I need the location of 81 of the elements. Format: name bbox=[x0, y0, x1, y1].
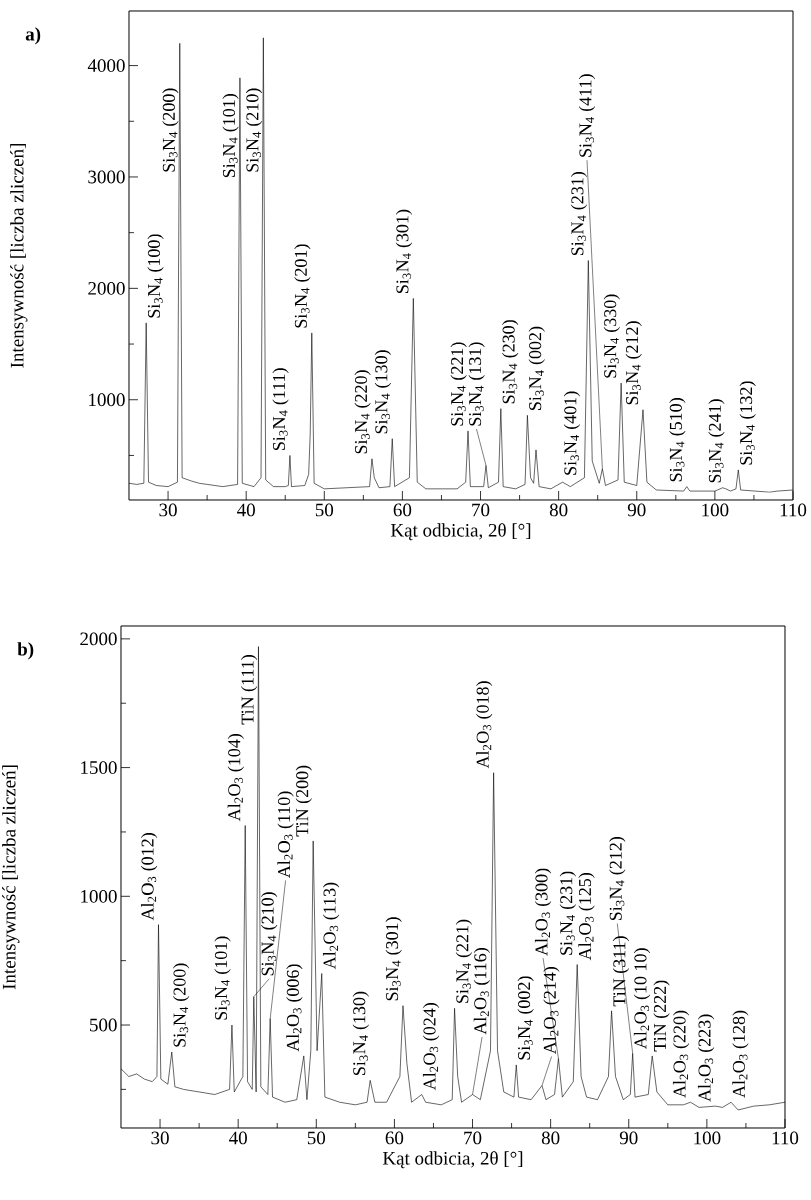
annotation: Si$_{3}$N$_{4}$ (401) bbox=[563, 391, 581, 475]
y-tick-label: 2000 bbox=[80, 632, 117, 646]
x-tick-label: 40 bbox=[229, 1131, 247, 1145]
annotation: Al$_{2}$O$_{3}$ (214) bbox=[543, 966, 560, 1055]
annotation: Si$_{3}$N$_{4}$ (231) bbox=[570, 172, 588, 256]
x-tick-label: 70 bbox=[472, 503, 490, 517]
annotation: Si$_{3}$N$_{4}$ (100) bbox=[147, 234, 164, 318]
x-tick-label: 30 bbox=[151, 1131, 169, 1145]
annotation: Al$_{2}$O$_{3}$ (125) bbox=[578, 873, 595, 961]
annotation: Al$_{2}$O$_{3}$ (128) bbox=[732, 1010, 749, 1098]
x-tick-label: 80 bbox=[549, 503, 568, 517]
y-axis-title: Intensywność [liczba zliczeń] bbox=[2, 765, 20, 990]
y-tick-label: 1000 bbox=[81, 889, 117, 903]
x-tick-label: 90 bbox=[627, 503, 646, 517]
annotation: Si$_{3}$N$_{4}$ (101) bbox=[222, 94, 239, 178]
annotation: Si$_{3}$N$_{4}$ (221) bbox=[450, 342, 467, 426]
text: b) bbox=[17, 642, 34, 660]
annotation: Si$_{3}$N$_{4}$ (132) bbox=[739, 381, 756, 465]
annotation: Al$_{2}$O$_{3}$ (012) bbox=[140, 833, 158, 921]
annotation: Si$_{3}$N$_{4}$ (210) bbox=[261, 892, 278, 976]
annotation: TiN (311) bbox=[612, 936, 630, 1007]
annotation: Si$_{3}$N$_{4}$ (130) bbox=[374, 350, 392, 434]
x-tick-label: 30 bbox=[159, 503, 177, 517]
annotation: Si$_{3}$N$_{4}$ (201) bbox=[294, 244, 311, 328]
annotation: TiN (222) bbox=[653, 980, 670, 1052]
annotation: TiN (200) bbox=[295, 765, 312, 837]
annotation: Si$_{3}$N$_{4}$ (130) bbox=[352, 991, 369, 1075]
annotation: Si$_{3}$N$_{4}$ (221) bbox=[455, 919, 473, 1003]
annotation: Al$_{2}$O$_{3}$ (104) bbox=[227, 734, 244, 822]
x-axis-title: Kąt odbicia, 2θ [°] bbox=[390, 523, 531, 541]
annotation: Si$_{3}$N$_{4}$ (330) bbox=[603, 294, 620, 378]
x-tick-label: 110 bbox=[780, 503, 807, 517]
annotation: Si$_{3}$N$_{4}$ (200) bbox=[162, 88, 179, 172]
annotation: Si$_{3}$N$_{4}$ (220) bbox=[354, 370, 371, 454]
annotation: Al$_{2}$O$_{3}$ (113) bbox=[322, 882, 340, 970]
y-tick-label: 1500 bbox=[81, 761, 117, 774]
annotation: Si$_{3}$N$_{4}$ (411) bbox=[578, 74, 596, 157]
annotation: Si$_{3}$N$_{4}$ (131) bbox=[468, 342, 485, 426]
x-tick-label: 40 bbox=[237, 503, 255, 517]
annotation: Si$_{3}$N$_{4}$ (101) bbox=[214, 936, 231, 1020]
annotation: Si$_{3}$N$_{4}$ (230) bbox=[502, 320, 519, 404]
x-tick-label: 110 bbox=[772, 1131, 799, 1145]
y-axis-title: Intensywność [liczba zliczeń] bbox=[10, 144, 28, 368]
y-tick-label: 3000 bbox=[88, 170, 125, 184]
annotation: Si$_{3}$N$_{4}$ (212) bbox=[609, 836, 626, 921]
x-tick-label: 60 bbox=[393, 503, 412, 517]
annotation: Al$_{2}$O$_{3}$ (018) bbox=[476, 681, 493, 769]
annotation: Si$_{3}$N$_{4}$ (212) bbox=[625, 321, 642, 405]
annotation: Al$_{2}$O$_{3}$ (024) bbox=[422, 1003, 440, 1091]
annotation: Al$_{2}$O$_{3}$ (300) bbox=[534, 868, 552, 956]
y-tick-label: 2000 bbox=[88, 281, 125, 295]
annotation: Al$_{2}$O$_{3}$ (223) bbox=[697, 1014, 715, 1102]
x-tick-label: 100 bbox=[694, 1131, 721, 1145]
annotation: Si$_{3}$N$_{4}$ (210) bbox=[245, 88, 263, 172]
x-tick-label: 70 bbox=[464, 1131, 482, 1145]
annotation: Si$_{3}$N$_{4}$ (241) bbox=[708, 399, 725, 483]
x-axis-title: Kąt odbicia, 2θ [°] bbox=[382, 1151, 523, 1169]
annotation: Al$_{2}$O$_{3}$ (006) bbox=[286, 964, 303, 1052]
x-tick-label: 50 bbox=[307, 1131, 326, 1145]
annotation: Si$_{3}$N$_{4}$ (200) bbox=[172, 963, 190, 1047]
x-tick-label: 60 bbox=[385, 1131, 404, 1145]
x-tick-label: 50 bbox=[315, 503, 334, 517]
annotation: Al$_{2}$O$_{3}$ (10 10) bbox=[633, 948, 651, 1049]
x-tick-label: 90 bbox=[619, 1131, 638, 1145]
annotation: Si$_{3}$N$_{4}$ (231) bbox=[559, 871, 576, 955]
annotation: Si$_{3}$N$_{4}$ (002) bbox=[517, 976, 534, 1060]
annotation: Al$_{2}$O$_{3}$ (116) bbox=[473, 948, 491, 1035]
annotation: Al$_{2}$O$_{3}$ (220) bbox=[672, 1010, 690, 1098]
annotation: Si$_{3}$N$_{4}$ (002) bbox=[528, 326, 545, 410]
y-tick-label: 1000 bbox=[89, 393, 125, 407]
annotation: Al$_{2}$O$_{3}$ (110) bbox=[277, 791, 294, 878]
annotation: Si$_{3}$N$_{4}$ (301) bbox=[385, 917, 402, 1001]
y-tick-label: 4000 bbox=[87, 59, 125, 72]
x-tick-label: 100 bbox=[702, 503, 729, 517]
text: a) bbox=[25, 27, 41, 45]
annotation: Si$_{3}$N$_{4}$ (301) bbox=[395, 209, 413, 293]
annotation: Si$_{3}$N$_{4}$ (111) bbox=[272, 368, 289, 451]
y-tick-label: 500 bbox=[90, 1018, 117, 1032]
annotation: TiN (111) bbox=[240, 655, 258, 725]
x-tick-label: 80 bbox=[541, 1131, 560, 1145]
annotation: Si$_{3}$N$_{4}$ (510) bbox=[669, 398, 686, 482]
